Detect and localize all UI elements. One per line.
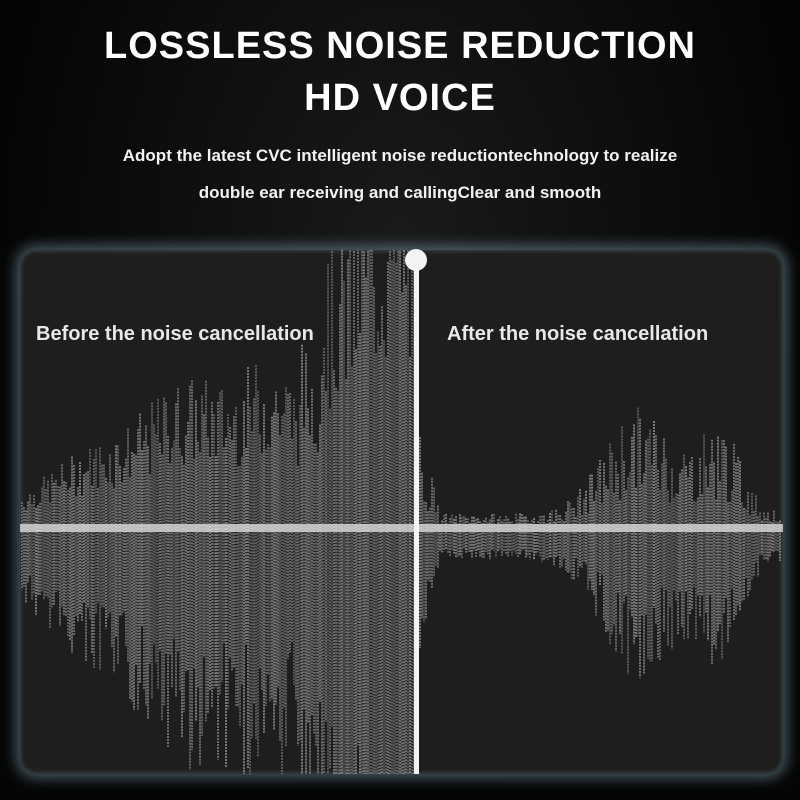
waveform-comparison-panel bbox=[20, 250, 783, 774]
waveform-baseline bbox=[20, 524, 783, 532]
comparison-divider[interactable] bbox=[414, 258, 419, 774]
headline: LOSSLESS NOISE REDUCTION bbox=[104, 25, 696, 67]
description-line-1: Adopt the latest CVC intelligent noise r… bbox=[122, 146, 678, 165]
headline-secondary: HD VOICE bbox=[304, 77, 496, 119]
waveform-graphic bbox=[20, 250, 783, 774]
after-label: After the noise cancellation bbox=[447, 323, 709, 345]
description-line-2: double ear receiving and callingClear an… bbox=[198, 183, 602, 202]
divider-handle[interactable] bbox=[405, 249, 427, 271]
before-label: Before the noise cancellation bbox=[36, 323, 314, 345]
